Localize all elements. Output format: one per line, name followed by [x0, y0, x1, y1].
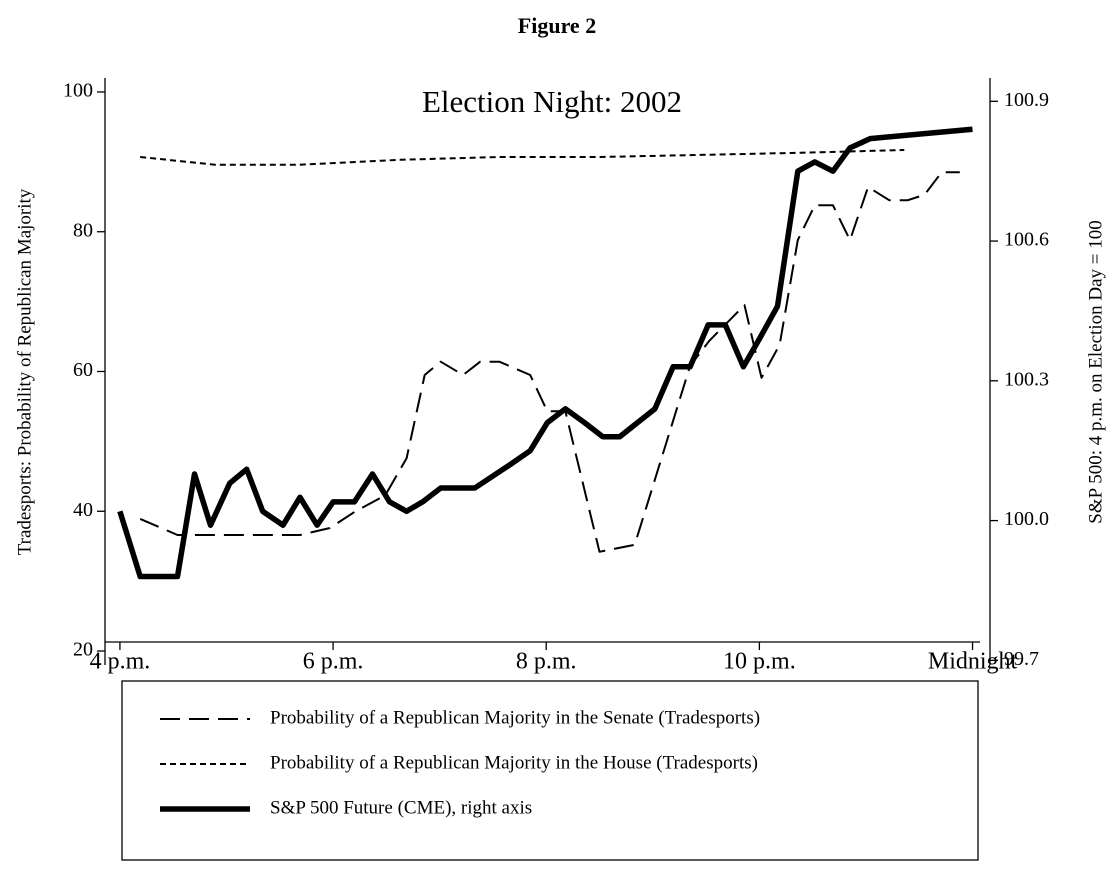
y2-axis-label: S&P 500: 4 p.m. on Election Day = 100: [1085, 220, 1106, 523]
legend-label: S&P 500 Future (CME), right axis: [270, 797, 532, 818]
legend-label: Probability of a Republican Majority in …: [270, 752, 758, 773]
legend: [121, 680, 979, 861]
y-tick-label: 20: [73, 639, 93, 661]
series-line: [140, 149, 905, 166]
x-tick-label: 4 p.m.: [90, 649, 151, 675]
y2-tick-label: 100.0: [1004, 508, 1049, 530]
figure-label: Figure 2: [518, 13, 596, 38]
series-line: [139, 171, 960, 553]
chart-title: Election Night: 2002: [422, 84, 682, 119]
x-tick-label: 8 p.m.: [516, 649, 577, 675]
y-tick-label: 100: [63, 80, 93, 102]
y-tick-label: 40: [73, 499, 93, 521]
y-tick-label: 80: [73, 219, 93, 241]
x-tick-label: 10 p.m.: [723, 649, 796, 675]
y2-tick-label: 100.6: [1004, 229, 1049, 251]
series-line: [117, 126, 973, 580]
legend-label: Probability of a Republican Majority in …: [270, 707, 760, 728]
y2-tick-label: 100.9: [1004, 89, 1049, 111]
y-axis-label: Tradesports: Probability of Republican M…: [14, 188, 35, 555]
y2-tick-label: 99.7: [1004, 648, 1039, 670]
x-tick-label: Midnight: [928, 649, 1018, 675]
y-tick-label: 60: [73, 359, 93, 381]
y2-tick-label: 100.3: [1004, 368, 1049, 390]
x-tick-label: 6 p.m.: [303, 649, 364, 675]
